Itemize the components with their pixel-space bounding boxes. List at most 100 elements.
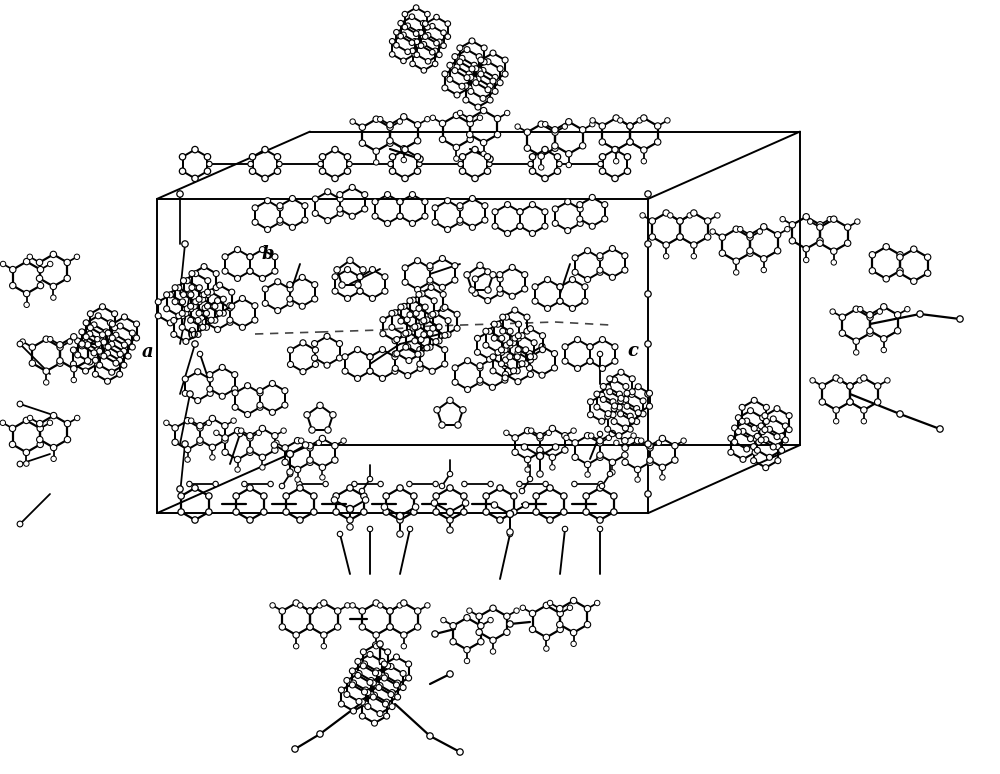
Circle shape bbox=[457, 748, 463, 755]
Circle shape bbox=[751, 426, 757, 431]
Circle shape bbox=[584, 461, 591, 467]
Circle shape bbox=[452, 365, 458, 371]
Circle shape bbox=[454, 311, 460, 317]
Circle shape bbox=[499, 349, 505, 355]
Circle shape bbox=[540, 347, 546, 353]
Circle shape bbox=[359, 488, 365, 494]
Circle shape bbox=[874, 399, 881, 406]
Circle shape bbox=[287, 347, 294, 353]
Circle shape bbox=[370, 680, 376, 686]
Circle shape bbox=[453, 112, 460, 118]
Circle shape bbox=[397, 213, 403, 219]
Circle shape bbox=[197, 437, 203, 444]
Circle shape bbox=[459, 55, 465, 61]
Circle shape bbox=[307, 608, 313, 615]
Circle shape bbox=[594, 601, 600, 606]
Circle shape bbox=[107, 334, 113, 340]
Circle shape bbox=[647, 457, 653, 464]
Circle shape bbox=[57, 358, 63, 364]
Circle shape bbox=[847, 383, 853, 389]
Circle shape bbox=[758, 423, 764, 429]
Circle shape bbox=[599, 418, 605, 424]
Circle shape bbox=[389, 704, 395, 710]
Circle shape bbox=[183, 310, 189, 317]
Circle shape bbox=[490, 368, 496, 374]
Circle shape bbox=[79, 341, 85, 348]
Circle shape bbox=[763, 464, 769, 471]
Circle shape bbox=[537, 471, 543, 478]
Circle shape bbox=[507, 529, 513, 535]
Circle shape bbox=[502, 57, 508, 63]
Circle shape bbox=[523, 361, 529, 367]
Circle shape bbox=[524, 145, 531, 152]
Circle shape bbox=[445, 227, 451, 232]
Circle shape bbox=[382, 288, 388, 294]
Circle shape bbox=[691, 241, 697, 248]
Circle shape bbox=[810, 378, 815, 383]
Circle shape bbox=[413, 5, 419, 11]
Circle shape bbox=[274, 440, 279, 446]
Circle shape bbox=[457, 217, 463, 223]
Circle shape bbox=[427, 279, 433, 286]
Circle shape bbox=[561, 509, 567, 515]
Circle shape bbox=[618, 411, 624, 417]
Circle shape bbox=[519, 488, 525, 494]
Circle shape bbox=[497, 272, 503, 278]
Circle shape bbox=[487, 328, 493, 334]
Circle shape bbox=[259, 276, 265, 282]
Circle shape bbox=[611, 419, 617, 425]
Circle shape bbox=[637, 118, 642, 123]
Circle shape bbox=[861, 375, 867, 382]
Circle shape bbox=[401, 32, 406, 38]
Circle shape bbox=[433, 509, 439, 515]
Circle shape bbox=[215, 327, 221, 333]
Circle shape bbox=[261, 509, 267, 515]
Circle shape bbox=[454, 325, 460, 331]
Circle shape bbox=[484, 168, 491, 174]
Circle shape bbox=[373, 148, 379, 154]
Circle shape bbox=[387, 124, 393, 130]
Circle shape bbox=[500, 314, 506, 320]
Circle shape bbox=[861, 419, 867, 424]
Circle shape bbox=[677, 234, 683, 240]
Circle shape bbox=[355, 659, 361, 664]
Circle shape bbox=[9, 425, 16, 432]
Circle shape bbox=[67, 339, 72, 344]
Circle shape bbox=[287, 282, 293, 288]
Circle shape bbox=[292, 746, 298, 752]
Circle shape bbox=[462, 481, 467, 487]
Circle shape bbox=[542, 223, 548, 229]
Circle shape bbox=[610, 412, 616, 418]
Circle shape bbox=[389, 324, 395, 330]
Circle shape bbox=[252, 303, 258, 309]
Circle shape bbox=[392, 365, 398, 372]
Circle shape bbox=[583, 509, 589, 515]
Circle shape bbox=[385, 649, 391, 655]
Circle shape bbox=[245, 412, 251, 417]
Circle shape bbox=[422, 34, 428, 39]
Circle shape bbox=[503, 342, 509, 348]
Circle shape bbox=[235, 247, 241, 252]
Circle shape bbox=[249, 168, 256, 174]
Circle shape bbox=[259, 426, 266, 432]
Circle shape bbox=[627, 139, 633, 146]
Circle shape bbox=[373, 600, 379, 606]
Circle shape bbox=[361, 509, 367, 515]
Circle shape bbox=[83, 340, 89, 346]
Circle shape bbox=[421, 67, 427, 74]
Circle shape bbox=[272, 433, 278, 439]
Circle shape bbox=[492, 209, 498, 215]
Circle shape bbox=[181, 278, 187, 283]
Circle shape bbox=[575, 337, 581, 343]
Circle shape bbox=[407, 298, 413, 303]
Circle shape bbox=[397, 119, 402, 125]
Circle shape bbox=[485, 59, 491, 65]
Circle shape bbox=[117, 323, 123, 329]
Circle shape bbox=[407, 481, 412, 487]
Circle shape bbox=[432, 631, 438, 637]
Circle shape bbox=[201, 292, 207, 297]
Circle shape bbox=[911, 246, 917, 252]
Circle shape bbox=[247, 254, 253, 260]
Circle shape bbox=[622, 267, 628, 273]
Circle shape bbox=[445, 197, 451, 204]
